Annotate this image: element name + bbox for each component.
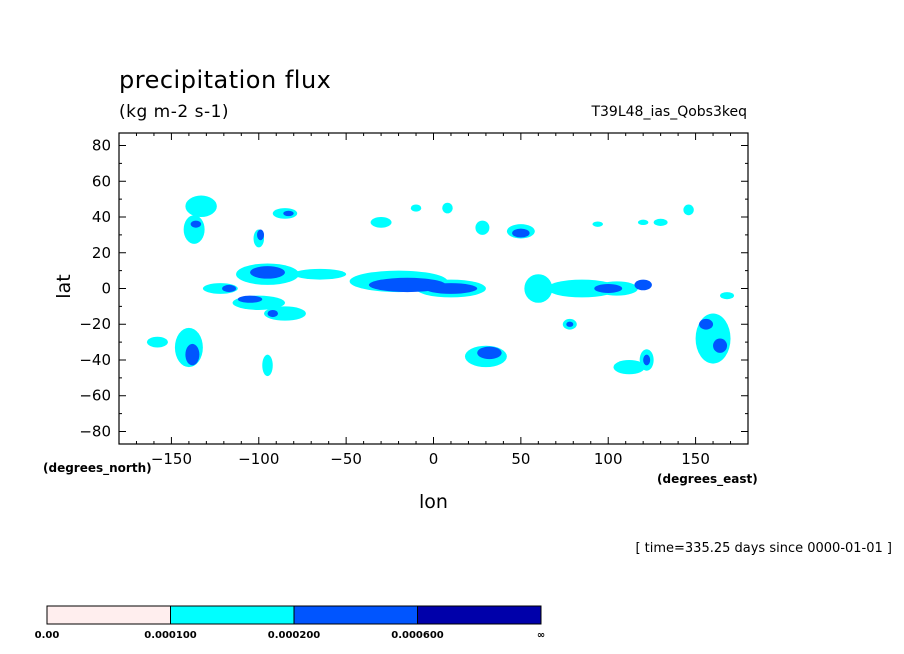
contour-region [257, 229, 265, 241]
contour-region [683, 204, 694, 216]
chart-units: (kg m-2 s-1) [119, 102, 230, 122]
contour-region [566, 321, 574, 327]
x-tick-label: −150 [151, 450, 192, 468]
contour-region [183, 215, 205, 244]
x-tick-label: 0 [429, 450, 439, 468]
colorbar-label: 0.000200 [268, 630, 321, 641]
axis-ticks [119, 133, 748, 444]
contour-region [146, 336, 168, 348]
contour-region [713, 338, 728, 353]
y-tick-label: −40 [79, 351, 111, 369]
contour-region [477, 346, 502, 360]
time-note: [ time=335.25 days since 0000-01-01 ] [635, 541, 892, 556]
colorbar-swatch [293, 605, 418, 625]
contour-region [547, 279, 617, 298]
y-tick-label: −20 [79, 315, 111, 333]
x-tick-label: 150 [681, 450, 710, 468]
y-tick-label: 20 [92, 244, 111, 262]
contour-region [424, 283, 478, 294]
axis-labels: −150 −100 −50 0 50 100 150 80 60 40 20 0 −20 −40 −60 −8… [79, 137, 710, 468]
contour-region [267, 309, 278, 318]
x-tick-label: −100 [238, 450, 279, 468]
contour-region [524, 274, 553, 303]
colorbar-swatch [46, 605, 171, 625]
contour-region [293, 268, 347, 280]
contour-region [190, 220, 202, 228]
contour-region [594, 284, 623, 293]
contour-region [592, 221, 603, 227]
contour-region [720, 292, 735, 300]
contour-region [643, 354, 651, 366]
y-tick-label: 80 [92, 137, 111, 155]
contour-region [370, 217, 392, 228]
contour-region [613, 359, 645, 375]
run-name: T39L48_ias_Qobs3keq [591, 104, 747, 120]
contour-region [653, 218, 668, 226]
colorbar-label: 0.00 [35, 630, 60, 641]
colorbar: 0.00 0.000100 0.000200 0.000600 ∞ [35, 605, 545, 641]
chart-title: precipitation flux [119, 66, 332, 94]
contour-region [283, 210, 294, 217]
contour-region [634, 279, 652, 291]
contour-region [442, 202, 453, 214]
contour-region [222, 284, 237, 293]
contour-region [262, 354, 273, 377]
contour-region [185, 195, 217, 218]
contour-region [410, 204, 422, 212]
colorbar-label: 0.000600 [391, 630, 444, 641]
y-tick-label: −60 [79, 387, 111, 405]
y-axis-title: lat [53, 274, 75, 298]
contour-region [475, 220, 490, 235]
contour-region [237, 295, 263, 303]
contour-layer [146, 195, 735, 377]
x-tick-label: 100 [594, 450, 623, 468]
contour-region [250, 266, 285, 279]
y-tick-label: 40 [92, 208, 111, 226]
y-axis-units: (degrees_north) [43, 461, 152, 476]
x-tick-label: −50 [330, 450, 362, 468]
contour-region [512, 228, 530, 238]
x-axis-title: lon [419, 491, 448, 513]
colorbar-swatch [417, 605, 542, 625]
contour-region [637, 219, 649, 226]
colorbar-swatch [170, 605, 295, 625]
contour-region [264, 306, 306, 321]
y-tick-label: 0 [101, 280, 111, 298]
y-tick-label: −80 [79, 422, 111, 440]
y-tick-label: 60 [92, 172, 111, 190]
x-tick-label: 50 [511, 450, 530, 468]
colorbar-label: 0.000100 [144, 630, 197, 641]
contour-region [699, 318, 714, 330]
colorbar-label: ∞ [537, 630, 545, 641]
contour-region [185, 343, 200, 366]
x-axis-units: (degrees_east) [657, 472, 758, 487]
